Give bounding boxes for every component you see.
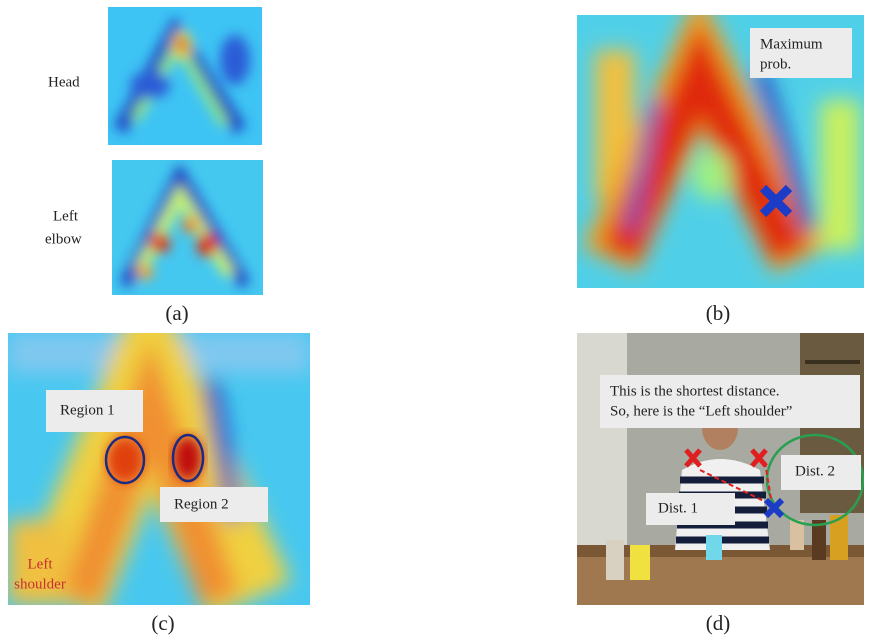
distance-label: Dist. 1 (658, 500, 698, 516)
row-label: Left (53, 208, 79, 224)
note: prob. (760, 56, 791, 72)
caption: (a) (165, 301, 188, 325)
figure: Head Left elbow (a) Maximum prob. (b) (0, 0, 871, 640)
note: Maximum (760, 36, 823, 52)
row-label: elbow (45, 231, 82, 247)
note: This is the shortest distance. (610, 383, 780, 399)
caption: (d) (706, 611, 731, 635)
note: So, here is the “Left shoulder” (610, 403, 792, 419)
row-label: Head (48, 74, 80, 90)
region-label: Region 2 (174, 496, 229, 512)
caption: (c) (151, 611, 174, 635)
heatmap-shoulder (8, 333, 310, 605)
heatmap-head (108, 7, 262, 145)
region-label: Region 1 (60, 402, 115, 418)
joint-label: Left (28, 556, 54, 572)
heatmap-elbow (112, 160, 263, 295)
joint-label: shoulder (14, 576, 66, 592)
distance-label: Dist. 2 (795, 463, 835, 479)
caption: (b) (706, 301, 731, 325)
